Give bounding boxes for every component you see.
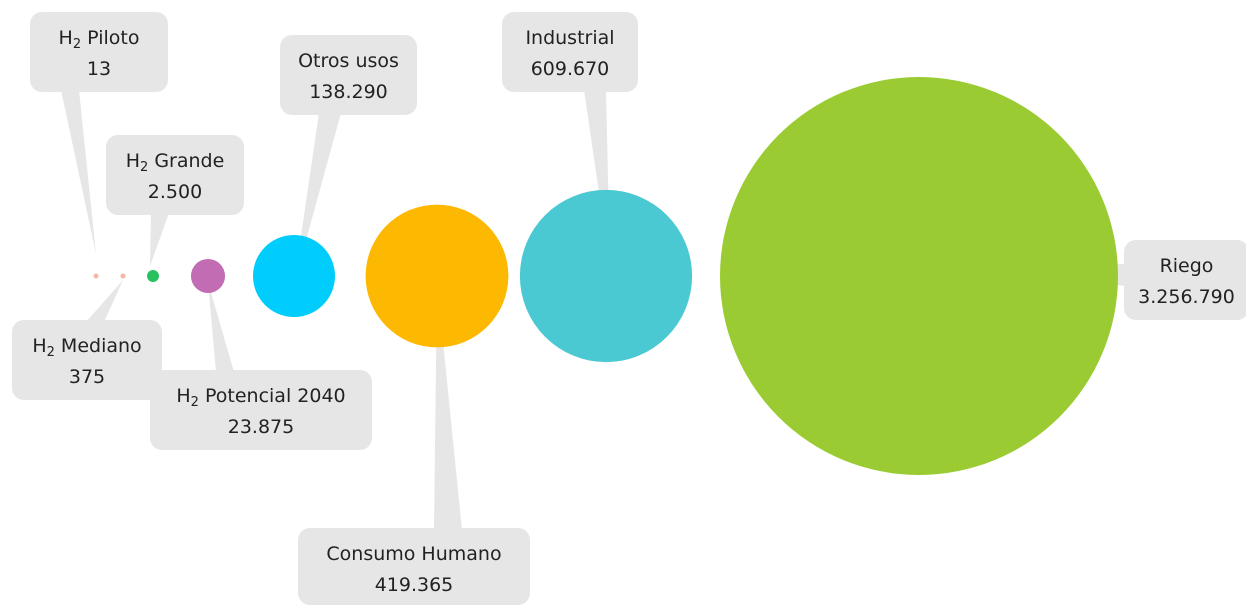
callout-value: 138.290 xyxy=(309,81,388,103)
callout-pointer xyxy=(61,90,96,254)
bubble-h2-potencial-2040 xyxy=(190,258,226,294)
callout-value: 419.365 xyxy=(375,574,454,596)
callout-h2-potencial-2040: H2 Potencial 2040 23.875 xyxy=(150,282,372,450)
callout-value: 609.670 xyxy=(531,58,610,80)
callout-box xyxy=(12,320,162,400)
callout-value: 23.875 xyxy=(228,416,294,438)
callout-pointer xyxy=(208,282,234,372)
callout-value: 2.500 xyxy=(148,181,202,203)
callout-box xyxy=(1124,240,1246,320)
callout-label: H2 Piloto xyxy=(59,27,140,52)
callout-value: 375 xyxy=(69,366,105,388)
callout-h2-piloto: H2 Piloto 13 xyxy=(30,12,168,254)
callout-label: Riego xyxy=(1160,255,1214,277)
callout-industrial: Industrial 609.670 xyxy=(502,12,638,268)
callout-value: 3.256.790 xyxy=(1138,286,1235,308)
callout-box xyxy=(30,12,168,92)
bubble-industrial xyxy=(519,189,693,363)
callout-box xyxy=(502,12,638,92)
bubble-otros-usos xyxy=(252,234,336,318)
callout-label: H2 Potencial 2040 xyxy=(176,385,345,410)
callout-h2-mediano: H2 Mediano 375 xyxy=(12,280,162,400)
callout-box xyxy=(298,528,530,605)
callout-box xyxy=(280,35,417,115)
bubble-h2-piloto xyxy=(93,273,99,279)
bubble-h2-mediano xyxy=(120,273,126,279)
callout-box xyxy=(150,370,372,450)
callout-value: 13 xyxy=(87,58,111,80)
bubble-h2-grande xyxy=(147,270,159,282)
bubble-riego xyxy=(720,77,1118,475)
callout-box xyxy=(106,135,244,215)
callout-label: Consumo Humano xyxy=(326,543,501,565)
callout-label: H2 Mediano xyxy=(32,335,141,360)
bubble-consumo-humano xyxy=(365,204,509,348)
callout-label: Industrial xyxy=(525,27,614,49)
bubbles-layer xyxy=(93,77,1118,475)
callout-pointer xyxy=(86,280,123,322)
callout-pointer xyxy=(150,213,169,266)
callout-label: Otros usos xyxy=(298,50,399,72)
